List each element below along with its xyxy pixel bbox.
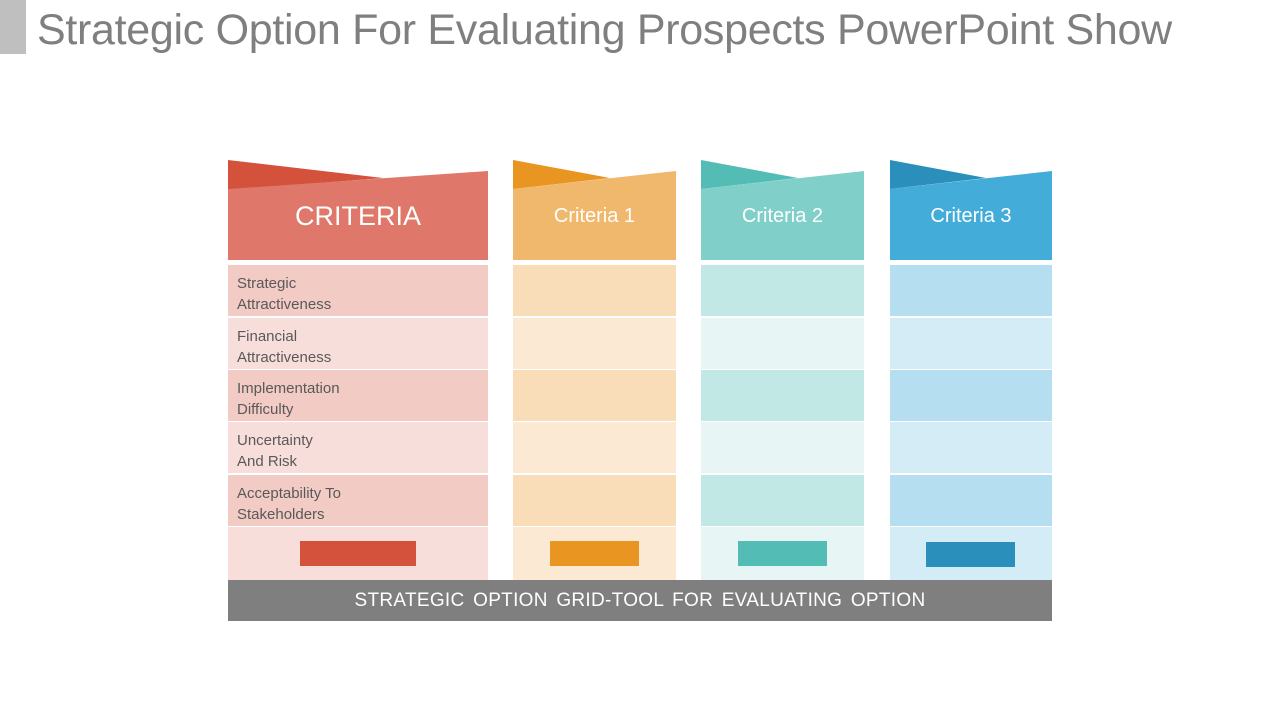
criteria-row-3: Implementation Difficulty: [228, 370, 488, 421]
criteria-3-color-marker: [926, 542, 1015, 567]
criteria-row-3-label: Implementation Difficulty: [237, 380, 340, 418]
criteria-2-cell-5: [701, 475, 864, 526]
criteria-1-cell-5: [513, 475, 676, 526]
slide-title: Strategic Option For Evaluating Prospect…: [37, 6, 1172, 54]
criteria-header-shape: [228, 160, 488, 260]
criteria-2-header-shape: [701, 160, 864, 260]
grid-footer-banner: STRATEGIC OPTION GRID-TOOL FOR EVALUATIN…: [228, 580, 1052, 621]
criteria-2-header-label: Criteria 2: [741, 204, 824, 227]
criteria-1-color-marker: [550, 541, 639, 566]
criteria-2-cell-4: [701, 422, 864, 473]
criteria-row-4-label: Uncertainty And Risk: [237, 432, 313, 470]
criteria-header-label: CRITERIA: [294, 200, 421, 231]
criteria-row-5-label: Acceptability To Stakeholders: [237, 485, 341, 523]
criteria-2-cell-3: [701, 370, 864, 421]
criteria-row-1-label: Strategic Attractiveness: [237, 275, 332, 313]
criteria-row-2-label: Financial Attractiveness: [237, 328, 332, 366]
criteria-1-cell-3: [513, 370, 676, 421]
criteria-row-4: Uncertainty And Risk: [228, 422, 488, 473]
criteria-3-header-label: Criteria 3: [930, 204, 1012, 227]
criteria-3-cell-2: [890, 318, 1052, 369]
criteria-1-header-label: Criteria 1: [553, 204, 636, 227]
criteria-3-cell-1: [890, 265, 1052, 316]
criteria-2-color-marker: [738, 541, 827, 566]
criteria-3-cell-3: [890, 370, 1052, 421]
criteria-2-cell-1: [701, 265, 864, 316]
criteria-1-cell-2: [513, 318, 676, 369]
criteria-color-marker: [300, 541, 416, 566]
criteria-2-cell-2: [701, 318, 864, 369]
criteria-row-1: Strategic Attractiveness: [228, 265, 488, 316]
criteria-3-cell-5: [890, 475, 1052, 526]
criteria-row-2: Financial Attractiveness: [228, 318, 488, 369]
criteria-1-cell-1: [513, 265, 676, 316]
criteria-3-cell-4: [890, 422, 1052, 473]
criteria-3-header-shape: [890, 160, 1052, 260]
title-accent-bar: [0, 0, 26, 54]
criteria-1-header-shape: [513, 160, 676, 260]
criteria-row-5: Acceptability To Stakeholders: [228, 475, 488, 526]
criteria-1-cell-4: [513, 422, 676, 473]
